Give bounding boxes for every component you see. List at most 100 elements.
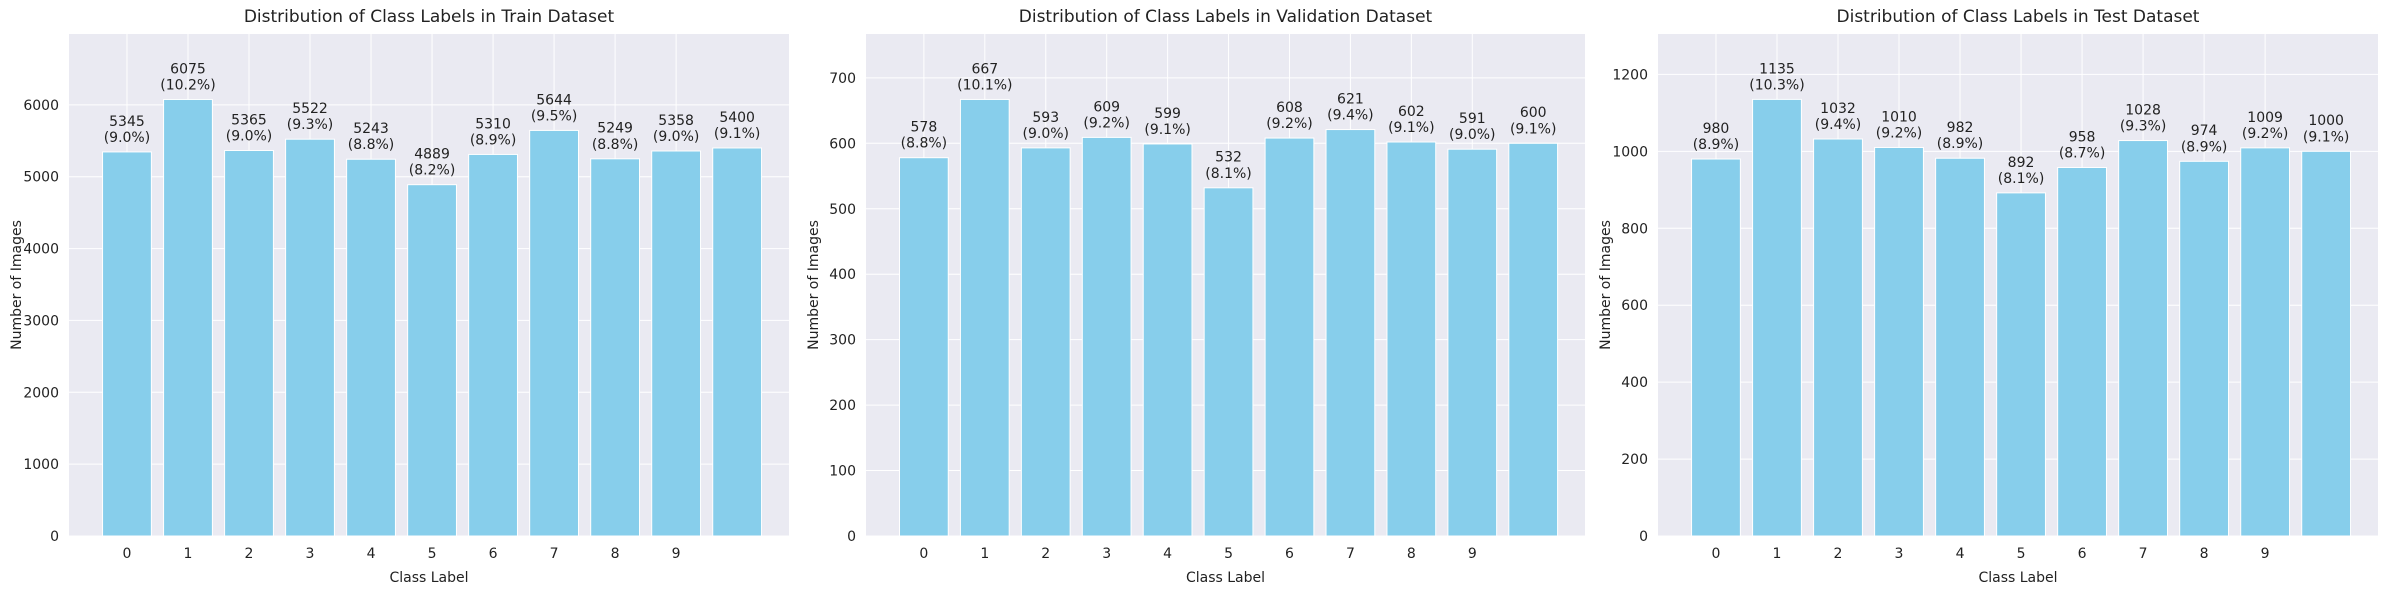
y-tick-label: 600 [1621,298,1648,314]
x-tick-label: 6 [2078,546,2087,562]
value-label: 1000 (9.1%) [2303,113,2350,145]
bar [1264,137,1315,537]
bar [899,157,949,537]
y-tick-label: 800 [1621,221,1648,237]
bar [959,98,1010,537]
y-tick-label: 500 [829,202,856,218]
x-tick-label: 0 [919,546,928,562]
value-label: 5365 (9.0%) [226,112,273,144]
value-label: 5522 (9.3%) [287,101,334,133]
x-axis-label: Class Label [389,570,468,586]
x-tick-label: 3 [306,546,315,562]
bar [285,138,335,537]
x-tick-label: 9 [672,546,681,562]
y-tick-label: 100 [829,464,856,480]
x-tick-label: 6 [1285,546,1294,562]
value-label: 5310 (8.9%) [470,116,517,148]
y-tick-label: 1000 [23,457,59,473]
value-label: 5644 (9.5%) [531,92,578,124]
value-label: 982 (8.9%) [1937,120,1984,152]
chart-title: Distribution of Class Labels in Validati… [1019,7,1433,27]
y-tick-label: 1000 [1612,144,1648,160]
x-tick-label: 8 [611,546,620,562]
y-tick-label: 0 [1639,529,1648,545]
bar [2057,166,2107,537]
value-label: 593 (9.0%) [1023,110,1070,142]
value-label: 1009 (9.2%) [2242,110,2289,142]
bar [2301,150,2352,537]
value-label: 974 (8.9%) [2181,123,2228,155]
x-axis-label: Class Label [1186,570,1265,586]
value-label: 532 (8.1%) [1205,150,1252,182]
x-tick-label: 2 [245,546,254,562]
y-axis-label: Number of Images [1598,220,1614,350]
y-tick-label: 1200 [1612,67,1648,83]
value-label: 602 (9.1%) [1388,104,1435,136]
y-tick-label: 400 [829,267,856,283]
value-label: 621 (9.4%) [1327,91,1374,123]
bar [163,98,213,537]
chart-title: Distribution of Class Labels in Train Da… [244,7,615,27]
y-tick-label: 400 [1621,375,1648,391]
bar [468,153,518,537]
y-axis-label: Number of Images [806,220,822,350]
value-label: 4889 (8.2%) [409,147,456,179]
x-tick-label: 5 [428,546,437,562]
bar [2179,160,2230,537]
x-tick-label: 4 [1956,546,1965,562]
value-label: 600 (9.1%) [1510,105,1557,137]
x-tick-label: 4 [367,546,376,562]
value-label: 578 (8.8%) [901,120,948,152]
x-tick-label: 5 [2017,546,2026,562]
x-tick-label: 1 [980,546,989,562]
bar [651,150,702,537]
value-label: 5345 (9.0%) [104,114,151,146]
x-tick-label: 7 [1346,546,1355,562]
bar [1020,147,1071,537]
x-tick-label: 0 [1712,546,1721,562]
value-label: 599 (9.1%) [1144,106,1191,138]
bar [1325,129,1376,537]
y-tick-label: 3000 [23,313,59,329]
x-tick-label: 9 [1468,546,1477,562]
bar [1386,141,1437,537]
bar [1996,192,2046,537]
bar [1691,158,1741,537]
value-label: 892 (8.1%) [1998,155,2045,187]
x-tick-label: 2 [1834,546,1843,562]
value-label: 5358 (9.0%) [653,113,700,145]
x-tick-label: 5 [1224,546,1233,562]
y-tick-label: 700 [829,71,856,87]
bar [1142,143,1193,537]
bar [1203,187,1254,537]
x-axis-label: Class Label [1978,570,2057,586]
y-tick-label: 0 [50,529,59,545]
y-tick-label: 5000 [23,170,59,186]
bar [712,147,763,537]
value-label: 5243 (8.8%) [348,121,395,153]
y-tick-label: 600 [829,136,856,152]
x-tick-label: 8 [2200,546,2209,562]
x-tick-label: 1 [184,546,193,562]
x-tick-label: 1 [1773,546,1782,562]
value-label: 1028 (9.3%) [2120,102,2167,134]
x-tick-label: 0 [123,546,132,562]
x-tick-label: 4 [1163,546,1172,562]
y-tick-label: 4000 [23,242,59,258]
y-tick-label: 300 [829,333,856,349]
bar [1508,142,1559,537]
bar [2240,147,2291,537]
value-label: 980 (8.9%) [1693,121,1740,153]
y-tick-label: 2000 [23,385,59,401]
value-label: 609 (9.2%) [1083,99,1130,131]
bar [1752,98,1802,537]
bar [1935,157,1985,537]
x-tick-label: 8 [1407,546,1416,562]
x-tick-label: 3 [1895,546,1904,562]
y-tick-label: 6000 [23,98,59,114]
y-tick-label: 200 [1621,452,1648,468]
value-label: 5400 (9.1%) [714,110,761,142]
chart-title: Distribution of Class Labels in Test Dat… [1837,7,2200,27]
bar [407,184,457,537]
bar [590,158,641,537]
